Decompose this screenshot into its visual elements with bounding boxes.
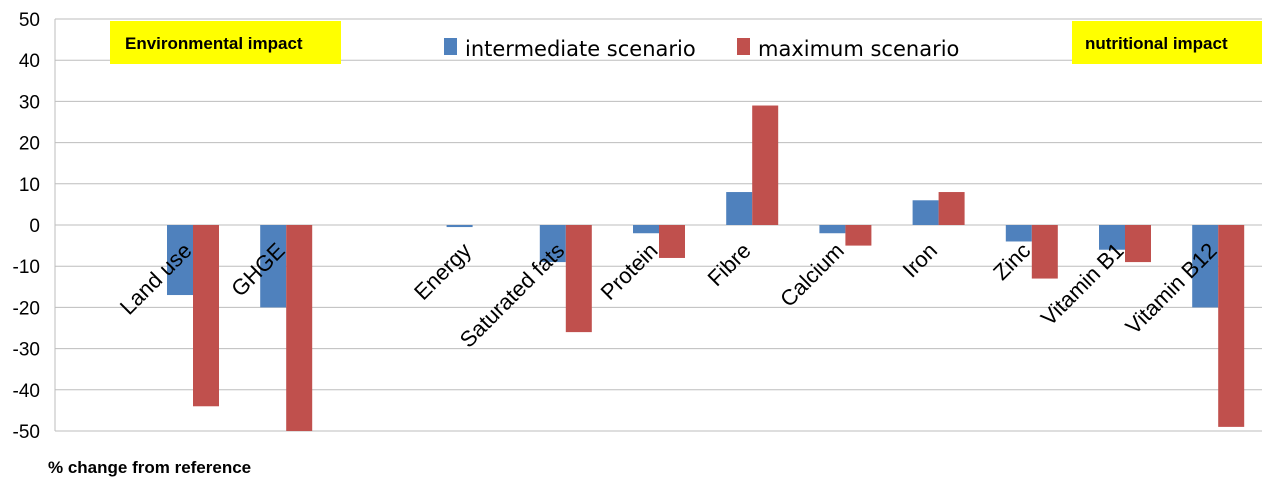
bar-intermediate	[1192, 225, 1219, 308]
y-tick-label: 20	[19, 134, 40, 155]
legend-swatch-maximum	[737, 38, 750, 55]
y-tick-label: -30	[13, 340, 40, 361]
legend-label-maximum: maximum scenario	[758, 37, 959, 61]
category-label: Energy	[409, 238, 476, 305]
y-axis-ticks: 50 40 30 20 10 0 -10 -20 -30 -40 -50	[13, 10, 40, 443]
nutritional-impact-box: nutritional impact	[1072, 21, 1262, 64]
bar-maximum	[659, 225, 685, 258]
bar-maximum	[1218, 225, 1245, 427]
bar-maximum	[845, 225, 872, 246]
bar-maximum	[938, 192, 965, 225]
y-tick-label: 30	[19, 92, 40, 113]
y-tick-label: 40	[19, 51, 40, 72]
y-tick-label: 50	[19, 10, 40, 31]
bar-intermediate	[539, 225, 566, 263]
y-axis-label: % change from reference	[48, 458, 251, 477]
bar-intermediate	[1099, 225, 1125, 250]
y-tick-label: 10	[19, 175, 40, 196]
bar-intermediate	[819, 225, 846, 234]
bar-intermediate	[1005, 225, 1032, 242]
category-label: Protein	[596, 238, 663, 305]
legend-swatch-intermediate	[444, 38, 457, 55]
bar-maximum	[286, 225, 313, 431]
bar-maximum	[193, 225, 219, 407]
bar-maximum	[565, 225, 592, 333]
bar-intermediate	[260, 225, 287, 308]
nutritional-impact-label: nutritional impact	[1085, 34, 1228, 53]
y-tick-label: -40	[13, 381, 40, 402]
bar-intermediate	[726, 192, 753, 225]
y-tick-label: 0	[29, 216, 40, 237]
category-label: Iron	[898, 238, 942, 282]
category-label: Zinc	[988, 238, 1035, 285]
bar-maximum	[1125, 225, 1151, 263]
bars	[167, 105, 1245, 431]
bar-intermediate	[912, 200, 939, 225]
y-tick-label: -20	[13, 298, 40, 319]
environmental-impact-label: Environmental impact	[125, 34, 303, 53]
bar-intermediate	[167, 225, 193, 296]
bar-intermediate	[633, 225, 659, 234]
category-label: Fibre	[703, 238, 756, 291]
bar-intermediate	[446, 225, 473, 228]
category-label: Calcium	[775, 238, 849, 312]
environmental-impact-box: Environmental impact	[110, 21, 341, 64]
legend: intermediate scenario maximum scenario	[444, 37, 959, 61]
bar-maximum	[752, 105, 779, 225]
legend-label-intermediate: intermediate scenario	[465, 37, 696, 61]
bar-maximum	[1031, 225, 1058, 279]
y-tick-label: -50	[13, 422, 40, 443]
y-tick-label: -10	[13, 257, 40, 278]
